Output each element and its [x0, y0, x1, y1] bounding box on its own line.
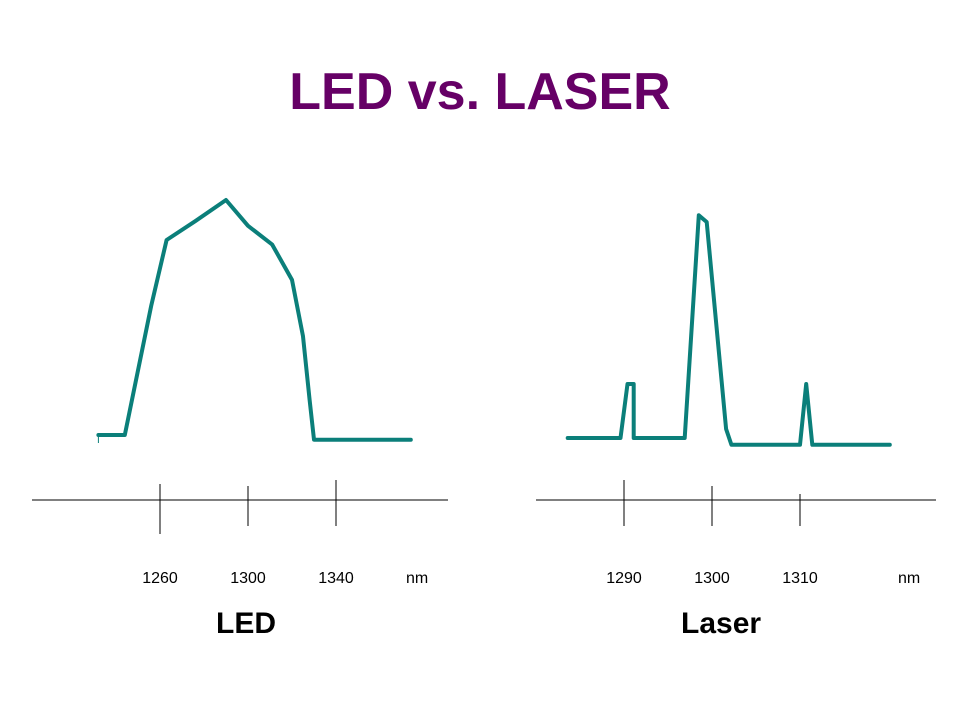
led-chart: 1260 1300 1340 nm	[32, 198, 448, 587]
laser-spectrum-line	[565, 213, 892, 447]
laser-chart: 1290 1300 1310 nm	[536, 213, 936, 587]
laser-tick-label-1310: 1310	[782, 570, 818, 587]
laser-tick-label-1300: 1300	[694, 570, 730, 587]
laser-unit-label: nm	[898, 570, 920, 587]
led-tick-label-1260: 1260	[142, 570, 178, 587]
led-chart-title: LED	[216, 607, 276, 640]
led-tick-label-1340: 1340	[318, 570, 354, 587]
laser-chart-title: Laser	[681, 607, 762, 640]
led-unit-label: nm	[406, 570, 428, 587]
slide-title: LED vs. LASER	[289, 63, 671, 121]
laser-tick-label-1290: 1290	[606, 570, 642, 587]
led-tick-label-1300: 1300	[230, 570, 266, 587]
led-spectrum-line	[96, 198, 413, 442]
